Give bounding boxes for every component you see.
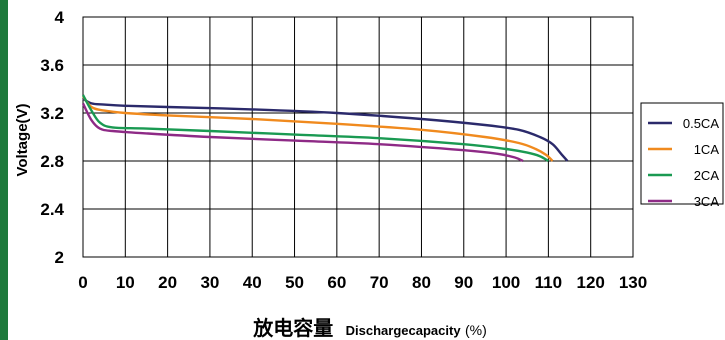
x-tick-label: 40 — [243, 273, 262, 292]
legend: 0.5CA 1CA 2CA 3CA — [640, 102, 724, 209]
y-tick-label: 2.4 — [40, 200, 64, 219]
x-tick-label: 120 — [577, 273, 605, 292]
x-tick-label: 10 — [116, 273, 135, 292]
x-tick-label: 0 — [78, 273, 87, 292]
x-axis-label-unit: (%) — [465, 322, 487, 338]
left-edge-bar — [0, 0, 8, 340]
series-line-1ca — [82, 95, 554, 162]
series-line-0-5ca — [82, 97, 569, 162]
legend-label: 1CA — [694, 142, 720, 157]
y-axis-label: Voltage(V) — [14, 103, 31, 176]
x-axis-label: 放电容量 Dischargecapacity (%) — [252, 316, 487, 340]
x-tick-label: 20 — [158, 273, 177, 292]
y-tick-label: 3.2 — [40, 104, 64, 123]
x-tick-label: 130 — [619, 273, 647, 292]
x-tick-label: 30 — [200, 273, 219, 292]
x-tick-label: 60 — [327, 273, 346, 292]
legend-box — [640, 102, 724, 205]
series-line-3ca — [81, 102, 524, 163]
y-tick-label: 2 — [55, 248, 64, 267]
legend-item: 2CA — [648, 168, 719, 183]
y-tick-label: 3.6 — [40, 56, 64, 75]
x-tick-label: 110 — [535, 273, 562, 292]
plot-frame — [82, 16, 634, 258]
x-tick-label: 100 — [492, 273, 520, 292]
y-axis-ticks: 4 3.6 3.2 2.8 2.4 2 — [40, 8, 64, 267]
series-layer — [81, 94, 569, 163]
x-tick-label: 80 — [412, 273, 431, 292]
x-axis-label-chinese: 放电容量 — [252, 316, 333, 340]
legend-item: 0.5CA — [648, 116, 719, 131]
x-tick-label: 50 — [285, 273, 304, 292]
series-line-2ca — [81, 94, 550, 163]
x-tick-label: 70 — [370, 273, 389, 292]
x-axis-ticks: 0 10 20 30 40 50 60 70 80 90 100 110 120 130 — [78, 273, 647, 292]
legend-label: 3CA — [694, 194, 720, 209]
x-tick-label: 90 — [454, 273, 473, 292]
y-tick-label: 2.8 — [40, 152, 64, 171]
legend-item: 1CA — [648, 142, 719, 157]
legend-label: 2CA — [694, 168, 720, 183]
y-tick-label: 4 — [55, 8, 65, 27]
x-axis-label-english: Dischargecapacity — [346, 323, 462, 338]
legend-label: 0.5CA — [683, 116, 719, 131]
legend-item: 3CA — [648, 194, 719, 209]
